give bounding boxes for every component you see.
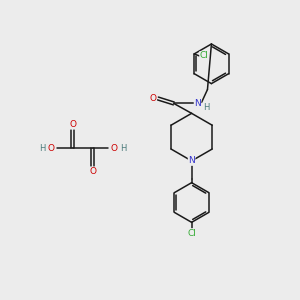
Text: H: H: [120, 143, 126, 152]
Text: O: O: [89, 167, 96, 176]
Text: N: N: [194, 99, 201, 108]
Text: Cl: Cl: [200, 51, 208, 60]
Text: H: H: [203, 103, 210, 112]
Text: H: H: [39, 143, 45, 152]
Text: O: O: [47, 143, 54, 152]
Text: O: O: [69, 120, 76, 129]
Text: O: O: [111, 143, 118, 152]
Text: N: N: [188, 156, 195, 165]
Text: O: O: [149, 94, 157, 103]
Text: Cl: Cl: [187, 229, 196, 238]
